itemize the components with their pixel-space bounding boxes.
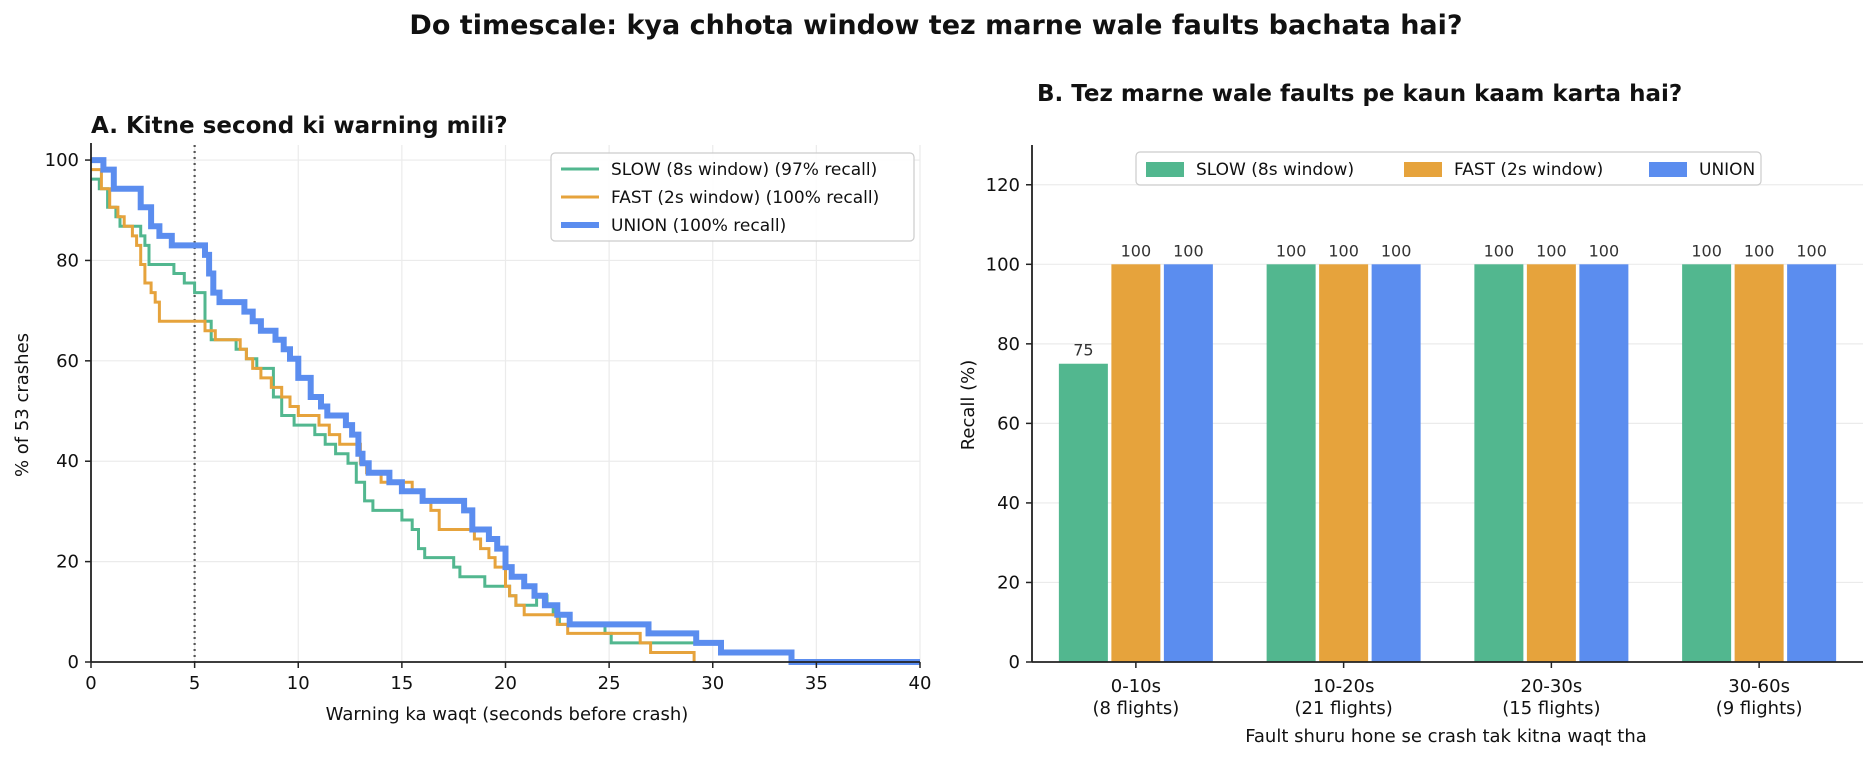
panel-b-bar	[1163, 264, 1213, 662]
panel-b-legend-swatch-2	[1404, 162, 1442, 177]
panel-a-xtick-label: 25	[598, 673, 621, 694]
panel-b-bar	[1787, 264, 1837, 662]
panel-b-bar-value-label: 100	[1173, 241, 1204, 260]
panel-b-bar	[1371, 264, 1421, 662]
panel-b-legend-swatch-1	[1146, 162, 1184, 177]
panel-b-bar	[1319, 264, 1369, 662]
panel-b-bar-value-label: 100	[1121, 241, 1152, 260]
panel-b-legend-label-3: UNION	[1699, 160, 1755, 180]
panel-a-title: A. Kitne second ki warning mili?	[91, 113, 508, 139]
panel-b-legend-label-2: FAST (2s window)	[1454, 160, 1603, 180]
panel-b-xtick-label: 30-60s	[1728, 676, 1790, 697]
panel-b-bar	[1266, 264, 1316, 662]
panel-a-series-line-2	[91, 168, 696, 662]
panel-a-xtick-label: 20	[494, 673, 517, 694]
panel-b-legend-swatch-3	[1649, 162, 1687, 177]
panel-a-xtick-label: 5	[189, 673, 200, 694]
panel-a-series-line-1	[91, 177, 709, 645]
panel-b-bar	[1111, 264, 1161, 662]
panel-b-xtick-sublabel: (9 flights)	[1716, 698, 1803, 719]
panel-b-bar-value-label: 75	[1073, 341, 1093, 360]
panel-b-bar	[1058, 363, 1108, 662]
panel-b-xtick-label: 0-10s	[1111, 676, 1161, 697]
panel-b-title: B. Tez marne wale faults pe kaun kaam ka…	[1037, 81, 1682, 107]
panel-b-xtick-sublabel: (15 flights)	[1502, 698, 1600, 719]
panel-a-legend-box	[550, 152, 915, 242]
panel-b-bar-value-label: 100	[1328, 241, 1359, 260]
panel-b-xtick-sublabel: (8 flights)	[1092, 698, 1179, 719]
panel-b-legend: SLOW (8s window) FAST (2s window) UNION	[1135, 151, 1762, 186]
panel-a-xlabel: Warning ka waqt (seconds before crash)	[326, 704, 689, 725]
panel-b-bar-value-label: 100	[1589, 241, 1620, 260]
panel-a-xtick-label: 35	[805, 673, 828, 694]
panel-b-bar-value-label: 100	[1484, 241, 1515, 260]
panel-b-bar	[1474, 264, 1524, 662]
panel-b-ytick-label: 60	[997, 413, 1020, 434]
panel-a-ytick-label: 60	[56, 351, 79, 372]
panel-b-bar-value-label: 100	[1381, 241, 1412, 260]
panel-a-xtick-label: 40	[909, 673, 932, 694]
panel-b-legend-box	[1135, 151, 1762, 186]
panel-a-step-chart: A. Kitne second ki warning mili? 0 5 10 15 2…	[12, 113, 931, 725]
panel-a-series-line-3	[91, 157, 920, 665]
panel-b-bar	[1682, 264, 1732, 662]
panel-a-series-group	[91, 157, 920, 665]
panel-b-axes	[1031, 145, 1863, 663]
panel-a-legend-label-2: FAST (2s window) (100% recall)	[611, 188, 879, 208]
panel-a-legend-label-3: UNION (100% recall)	[611, 216, 786, 236]
panel-b-bar-value-label: 100	[1796, 241, 1827, 260]
panel-a-ytick-label: 40	[56, 451, 79, 472]
panel-b-ytick-label: 20	[997, 572, 1020, 593]
panel-a-xtick-label: 0	[85, 673, 96, 694]
panel-b-xlabel: Fault shuru hone se crash tak kitna waqt…	[1245, 726, 1647, 747]
panel-b-bar-value-label: 100	[1536, 241, 1567, 260]
panel-b-bar-value-label: 100	[1744, 241, 1775, 260]
panel-b-bar-chart: B. Tez marne wale faults pe kaun kaam ka…	[958, 81, 1863, 747]
panel-b-ytick-label: 120	[986, 175, 1020, 196]
panel-b-ytick-label: 100	[986, 254, 1020, 275]
panel-a-ylabel: % of 53 crashes	[12, 333, 33, 477]
panel-a-ticks: 0 5 10 15 20 25 30 35 40 0 20 40 60 80 100	[45, 150, 932, 694]
panel-a-ytick-label: 20	[56, 552, 79, 573]
panel-b-xtick-sublabel: (21 flights)	[1294, 698, 1392, 719]
panel-a-ytick-label: 80	[56, 250, 79, 271]
panel-b-bar	[1734, 264, 1784, 662]
panel-a-ytick-label: 100	[45, 150, 79, 171]
panel-a-legend: SLOW (8s window) (97% recall) FAST (2s wi…	[550, 152, 915, 242]
panel-b-legend-label-1: SLOW (8s window)	[1196, 160, 1354, 180]
panel-a-legend-label-1: SLOW (8s window) (97% recall)	[611, 160, 877, 180]
panel-b-xtick-label: 10-20s	[1313, 676, 1375, 697]
panel-a-xtick-label: 15	[390, 673, 413, 694]
panel-b-bar-value-label: 100	[1276, 241, 1307, 260]
figure-suptitle: Do timescale: kya chhota window tez marn…	[409, 10, 1462, 41]
panel-b-bars: 75 100 100 100 100 100 100 100 100 100 100 100	[1058, 241, 1837, 662]
panel-b-ticks: 0 20 40 60 80 100 120 0-10s(8 flights) 10-20s(21…	[986, 175, 1803, 719]
panel-b-ylabel: Recall (%)	[958, 360, 979, 451]
panel-a-xtick-label: 30	[701, 673, 724, 694]
panel-b-ytick-label: 0	[1009, 652, 1020, 673]
panel-b-bar	[1579, 264, 1629, 662]
panel-b-ytick-label: 80	[997, 334, 1020, 355]
panel-a-ytick-label: 0	[68, 652, 79, 673]
panel-b-ytick-label: 40	[997, 493, 1020, 514]
panel-b-xtick-label: 20-30s	[1521, 676, 1583, 697]
panel-b-bar	[1526, 264, 1576, 662]
panel-b-bar-value-label: 100	[1691, 241, 1722, 260]
panel-a-xtick-label: 10	[287, 673, 310, 694]
